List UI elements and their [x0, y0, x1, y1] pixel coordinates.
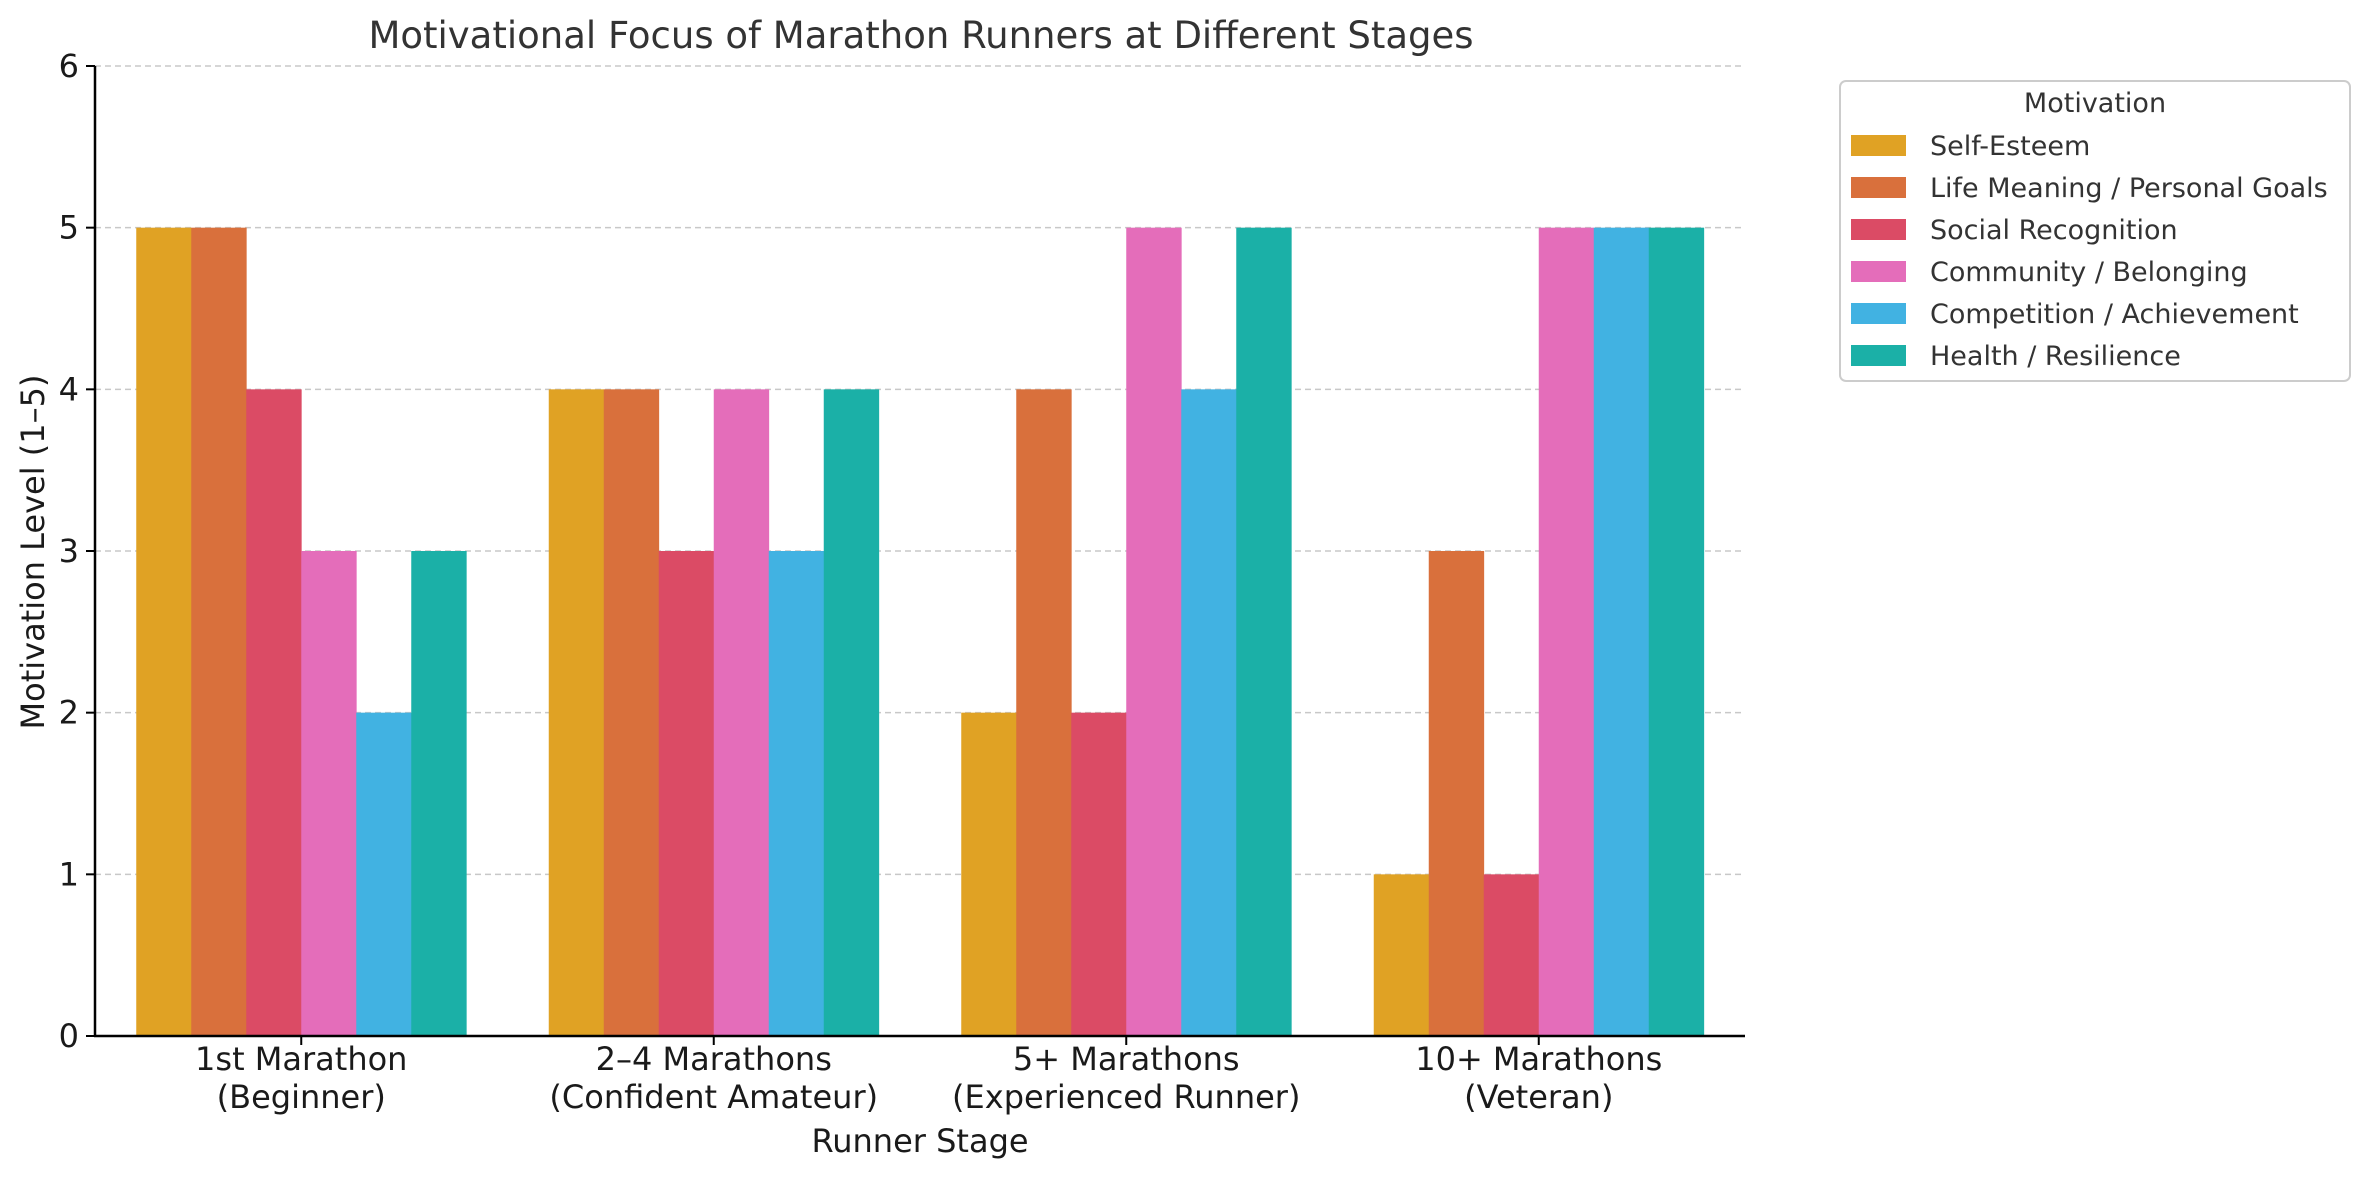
- bar: [658, 551, 715, 1036]
- bar: [1428, 551, 1485, 1036]
- legend-label: Competition / Achievement: [1930, 299, 2299, 330]
- chart-title: Motivational Focus of Marathon Runners a…: [368, 14, 1473, 57]
- legend-frame: [1839, 80, 2351, 382]
- y-tick-label: 1: [59, 855, 79, 893]
- legend-swatch: [1851, 345, 1906, 366]
- x-tick-label: 1st Marathon (Beginner): [195, 1040, 407, 1116]
- legend-label: Self-Esteem: [1930, 131, 2090, 162]
- bar: [1181, 389, 1237, 1036]
- bar: [1071, 712, 1127, 1036]
- x-tick-label: 2–4 Marathons (Confident Amateur): [549, 1040, 878, 1116]
- bar: [961, 712, 1017, 1036]
- bar: [1648, 227, 1705, 1036]
- legend-swatch: [1851, 219, 1906, 240]
- bar: [548, 389, 605, 1036]
- y-tick-label: 6: [59, 47, 79, 85]
- legend: Motivation Self-Esteem Life Meaning / Per…: [1839, 80, 2351, 382]
- legend-items: Self-Esteem Life Meaning / Personal Goals…: [1851, 131, 2328, 372]
- bar: [411, 551, 467, 1036]
- bar: [1538, 227, 1595, 1036]
- legend-title: Motivation: [2024, 88, 2166, 119]
- legend-label: Community / Belonging: [1930, 257, 2248, 288]
- x-ticks: 1st Marathon (Beginner) 2–4 Marathons (Conf…: [195, 1036, 1662, 1116]
- y-tick-label: 5: [59, 209, 79, 247]
- bar: [1236, 227, 1292, 1036]
- y-tick-label: 0: [59, 1017, 79, 1055]
- bar: [301, 551, 357, 1036]
- y-axis-label: Motivation Level (1–5): [14, 375, 52, 730]
- bar: [603, 389, 660, 1036]
- x-tick-label: 10+ Marathons (Veteran): [1415, 1040, 1662, 1116]
- bar: [1016, 389, 1072, 1036]
- bar: [1373, 874, 1430, 1036]
- legend-swatch: [1851, 135, 1906, 156]
- bar: [768, 551, 825, 1036]
- legend-swatch: [1851, 303, 1906, 324]
- y-tick-label: 4: [59, 370, 79, 408]
- bar: [356, 712, 412, 1036]
- bars: [136, 227, 1705, 1036]
- legend-label: Life Meaning / Personal Goals: [1930, 173, 2328, 204]
- bar: [136, 227, 192, 1036]
- bar: [1593, 227, 1650, 1036]
- x-axis-label: Runner Stage: [811, 1122, 1028, 1160]
- y-tick-label: 3: [59, 532, 79, 570]
- x-tick-label: 5+ Marathons (Experienced Runner): [952, 1040, 1300, 1116]
- legend-label: Social Recognition: [1930, 215, 2178, 246]
- bar: [823, 389, 880, 1036]
- legend-swatch: [1851, 261, 1906, 282]
- bar: [1126, 227, 1182, 1036]
- legend-swatch: [1851, 177, 1906, 198]
- y-tick-label: 2: [59, 694, 79, 732]
- bar: [191, 227, 247, 1036]
- legend-label: Health / Resilience: [1930, 341, 2181, 372]
- bar: [713, 389, 770, 1036]
- bar: [246, 389, 302, 1036]
- y-ticks: 0 1 2 3 4 5 6: [59, 47, 95, 1055]
- bar: [1483, 874, 1540, 1036]
